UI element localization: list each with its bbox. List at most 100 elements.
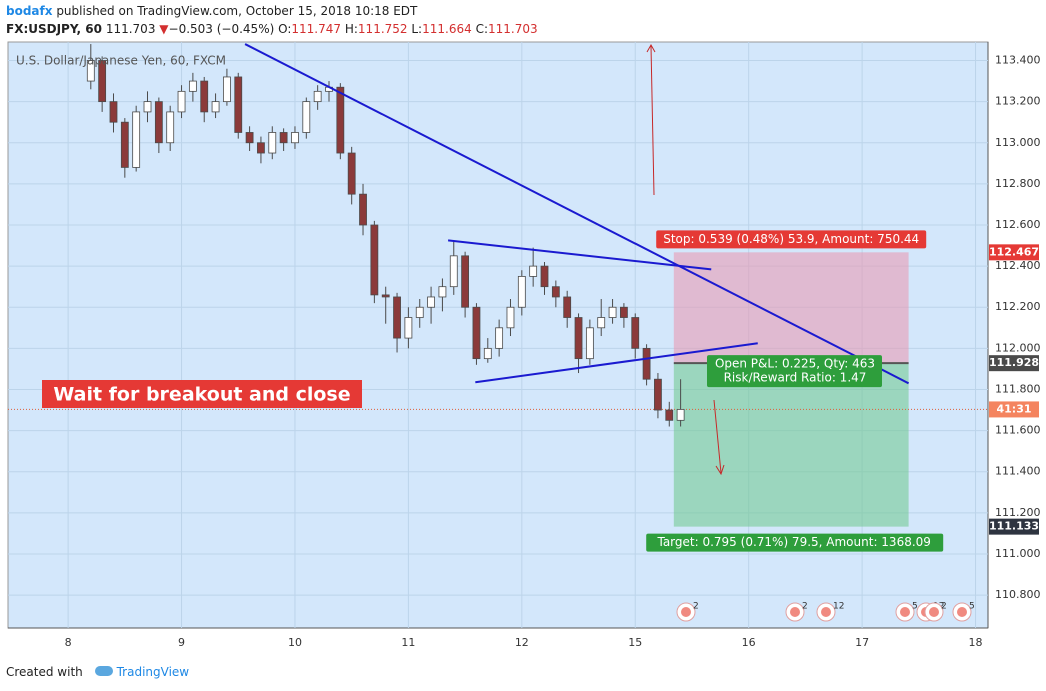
y-tick-label: 112.200 xyxy=(995,300,1041,313)
annotation: Wait for breakout and close xyxy=(53,384,350,406)
candle-body xyxy=(574,317,583,360)
target-label-box xyxy=(646,533,944,552)
trendline xyxy=(447,239,712,271)
y-tick-label: 113.200 xyxy=(995,95,1041,108)
symbol-legend: U.S. Dollar/Japanese Yen, 60, FXCM xyxy=(16,54,226,68)
price-tag-label: 41:31 xyxy=(996,402,1031,415)
price-tag xyxy=(989,518,1039,535)
target-label: Target: 0.795 (0.71%) 79.5, Amount: 1368… xyxy=(656,535,930,549)
candle-body xyxy=(132,111,141,168)
candle-body xyxy=(291,132,299,144)
h-value: 111.752 xyxy=(357,22,408,36)
candle-body xyxy=(393,296,401,339)
candle-body xyxy=(359,193,367,226)
pnl-label-box xyxy=(707,355,882,388)
l-value: 111.664 xyxy=(422,22,472,36)
header-line: bodafx published on TradingView.com, Oct… xyxy=(6,4,417,18)
x-tick-label: 16 xyxy=(742,636,756,649)
stop-label: Stop: 0.539 (0.48%) 53.9, Amount: 750.44 xyxy=(663,232,919,246)
change: −0.503 (−0.45%) xyxy=(168,22,275,36)
candle-body xyxy=(529,265,538,277)
candle-body xyxy=(631,317,640,349)
arrow-head xyxy=(646,43,656,53)
stop-zone xyxy=(673,252,909,364)
x-tick-label: 9 xyxy=(178,636,185,649)
target-zone xyxy=(673,363,909,527)
candle-body xyxy=(597,317,606,329)
x-tick-label: 17 xyxy=(855,636,869,649)
stop-label-box xyxy=(656,230,927,249)
event-flag xyxy=(790,607,800,617)
y-tick-label: 112.000 xyxy=(995,341,1041,354)
symbol-line: FX:USDJPY, 60 111.703 ▼−0.503 (−0.45%) O… xyxy=(6,22,538,36)
price-tag-label: 112.467 xyxy=(989,245,1039,258)
brand-logo xyxy=(94,666,113,676)
price-tag-label: 111.928 xyxy=(989,356,1039,369)
event-flag xyxy=(821,607,831,617)
o-value: 111.747 xyxy=(291,22,342,36)
x-tick-label: 10 xyxy=(288,636,302,649)
footer: Created with TradingView xyxy=(6,665,189,679)
event-flag xyxy=(900,607,910,617)
candle-body xyxy=(415,306,424,318)
x-tick-label: 11 xyxy=(401,636,415,649)
candle-body xyxy=(438,286,447,298)
price-tag xyxy=(989,244,1039,261)
candle-body xyxy=(234,76,243,133)
candle-body xyxy=(211,101,220,113)
event-count: 2 xyxy=(941,602,947,612)
h-label: H: xyxy=(344,22,358,36)
candle-body xyxy=(223,76,231,103)
candle-body xyxy=(268,132,277,154)
y-tick-label: 111.400 xyxy=(995,465,1041,478)
trendline xyxy=(244,43,910,385)
candle-body xyxy=(404,317,413,339)
event-flag xyxy=(681,607,691,617)
l-label: L: xyxy=(411,22,423,36)
annotation-box xyxy=(42,380,362,408)
pnl-label: Open P&L: 0.225, Qty: 463 xyxy=(715,357,875,371)
y-tick-label: 111.000 xyxy=(995,547,1041,560)
candle-body xyxy=(517,275,526,308)
labels: 110.800 111.000 111.200 111.400 111.600 111.8… xyxy=(65,54,1041,649)
candle-body xyxy=(540,265,549,288)
candle-body xyxy=(608,306,617,318)
candle-body xyxy=(449,255,458,288)
event-count: 2 xyxy=(693,602,699,612)
candle-body xyxy=(143,101,152,113)
candle-body xyxy=(279,132,288,144)
position-tool xyxy=(8,252,988,527)
candle-body xyxy=(665,409,674,421)
event-count: 5 xyxy=(912,602,918,612)
x-tick-label: 12 xyxy=(515,636,529,649)
candle-body xyxy=(506,306,515,329)
candle-body xyxy=(642,347,651,380)
y-tick-label: 111.200 xyxy=(995,506,1041,519)
arrow-up xyxy=(650,45,655,196)
published: published on TradingView.com, October 15… xyxy=(56,4,418,18)
candle-body xyxy=(200,80,209,113)
events: 221251225 xyxy=(676,602,975,622)
candle-body xyxy=(461,255,470,308)
candle-body xyxy=(166,111,175,144)
candle-body xyxy=(427,296,435,308)
y-tick-label: 111.600 xyxy=(995,424,1041,437)
candle-body xyxy=(302,101,311,133)
event-flag xyxy=(957,607,967,617)
y-tick-label: 112.600 xyxy=(995,218,1041,231)
candle-body xyxy=(495,327,504,349)
price-tag xyxy=(989,401,1039,418)
brand[interactable]: TradingView xyxy=(116,665,190,679)
c-value: 111.703 xyxy=(487,22,538,36)
x-tick-label: 15 xyxy=(628,636,642,649)
candle-body xyxy=(257,142,265,154)
publisher[interactable]: bodafx xyxy=(6,4,53,18)
candle-body xyxy=(336,86,345,154)
candle-body xyxy=(109,101,118,123)
candle-body xyxy=(313,90,322,103)
candle-body xyxy=(120,121,129,168)
candle-body xyxy=(154,101,163,144)
candle-body xyxy=(585,327,594,360)
